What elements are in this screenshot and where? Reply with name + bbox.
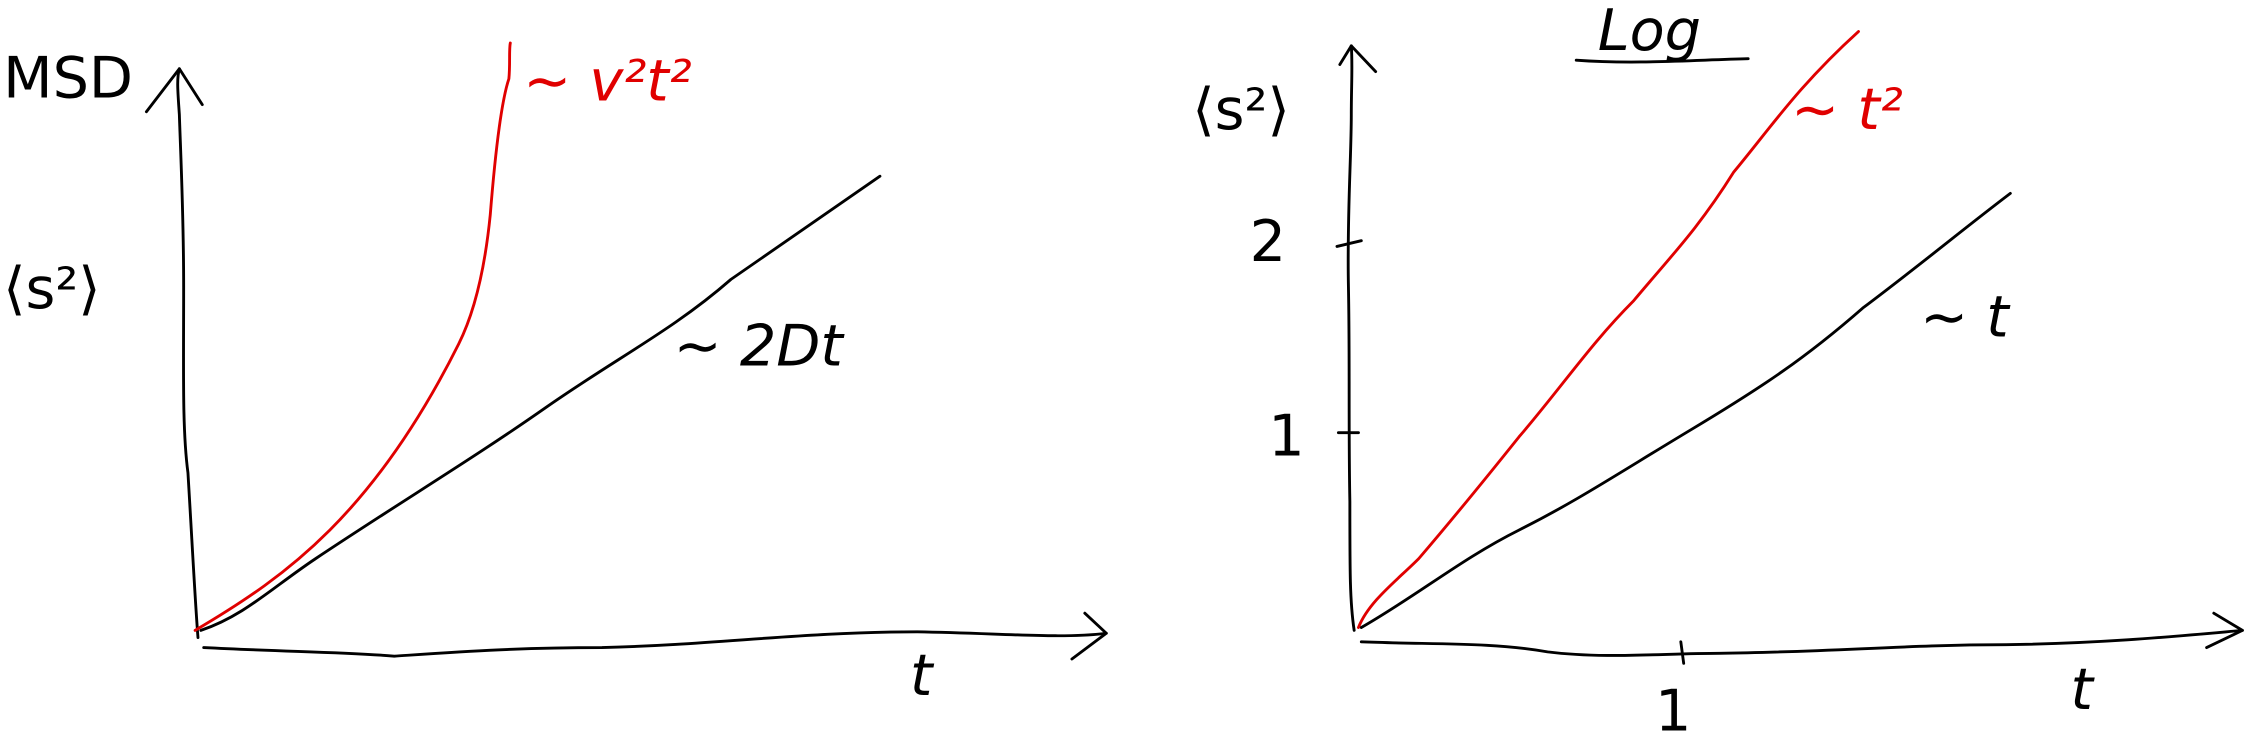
- x-arrow: [2205, 611, 2244, 650]
- y-tick: [1335, 239, 1363, 248]
- x-axis: [202, 630, 1108, 658]
- y-axis: [1346, 44, 1356, 632]
- y-axis: [176, 67, 200, 639]
- x-tick: [1679, 640, 1686, 665]
- y-arrow: [1338, 44, 1378, 74]
- y-arrow: [144, 67, 204, 114]
- y-tick-label: 1: [1268, 403, 1304, 470]
- y-label: ⟨s²⟩: [1192, 76, 1290, 143]
- x-tick-label: 1: [1655, 678, 1691, 745]
- x-label: t: [2071, 656, 2096, 723]
- right-plot: Log ⟨s²⟩ 2 1 1 ∼ t² ∼ t t: [1192, 0, 2244, 745]
- left-plot: MSD ⟨s²⟩ ∼ v²t² ∼ 2Dt t: [3, 41, 1108, 709]
- y-label: ⟨s²⟩: [3, 255, 101, 322]
- curve-linear: [1359, 191, 2012, 629]
- x-axis: [1359, 628, 2244, 657]
- curve-quadratic: [193, 41, 512, 632]
- title: Log: [1598, 0, 1701, 64]
- title-underline: [1574, 57, 1750, 64]
- curve-label: ∼ t²: [1791, 76, 1903, 143]
- y-label-top: MSD: [3, 44, 133, 111]
- curve-quadratic: [1357, 30, 1860, 629]
- curve-label: ∼ t: [1920, 284, 2011, 351]
- x-arrow: [1070, 611, 1108, 661]
- curve-label: ∼ v²t²: [523, 47, 692, 114]
- x-label: t: [910, 642, 935, 709]
- curve-label: ∼ 2Dt: [674, 312, 846, 379]
- y-tick-label: 2: [1250, 208, 1286, 275]
- curve-linear: [199, 174, 882, 632]
